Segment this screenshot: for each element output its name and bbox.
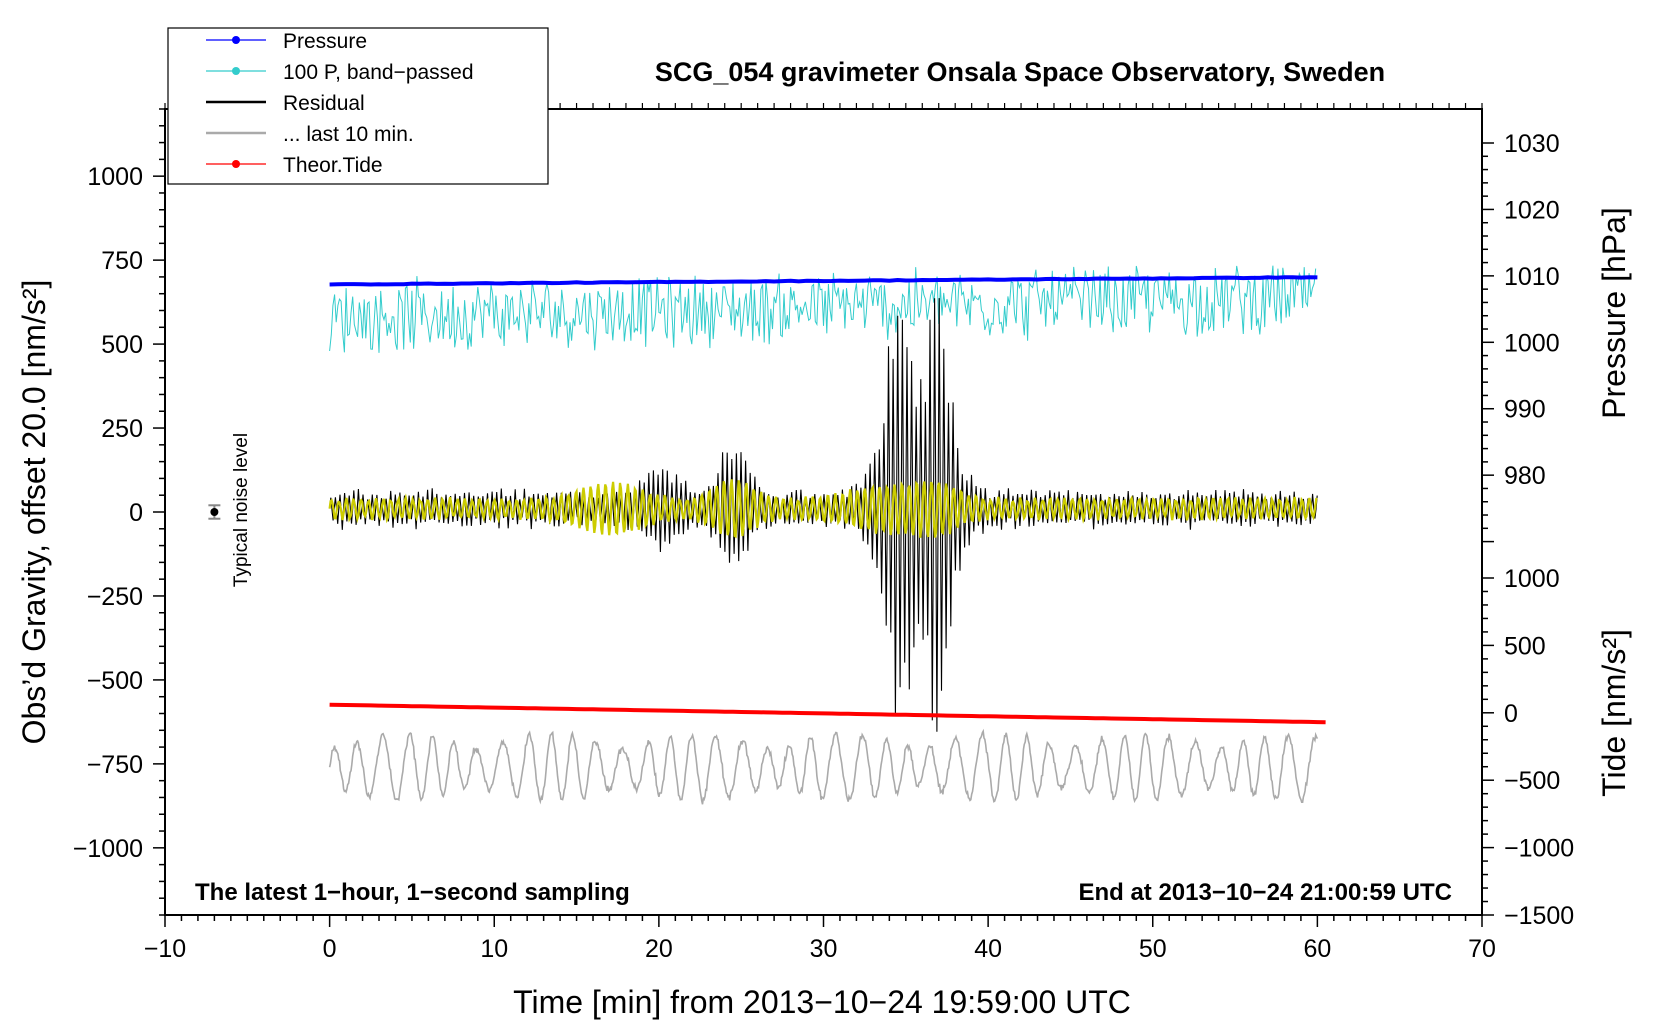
noise-label: Typical noise level xyxy=(231,433,252,587)
y-axis-label-pressure: Pressure [hPa] xyxy=(1596,207,1632,419)
y-tick-label-pressure: 990 xyxy=(1504,396,1546,424)
noise-marker: Typical noise level xyxy=(208,433,252,587)
x-axis-label: Time [min] from 2013−10−24 19:59:00 UTC xyxy=(513,984,1131,1020)
y-tick-label-pressure: 1030 xyxy=(1504,130,1560,158)
x-tick-label: 30 xyxy=(810,935,838,963)
y-tick-label-pressure: 1000 xyxy=(1504,329,1560,357)
chart-title: SCG_054 gravimeter Onsala Space Observat… xyxy=(655,57,1385,87)
legend-box xyxy=(167,27,549,185)
y-tick-label-left: 1000 xyxy=(87,163,143,191)
y-tick-label-pressure: 1010 xyxy=(1504,263,1560,291)
x-tick-label: −10 xyxy=(144,935,186,963)
y-axis-label-tide: Tide [nm/s²] xyxy=(1596,629,1632,797)
y-tick-label-tide: 500 xyxy=(1504,632,1546,660)
legend-label-residual: Residual xyxy=(283,92,365,115)
series-filtered-line xyxy=(328,479,1318,539)
x-tick-label: 70 xyxy=(1468,935,1496,963)
series-last10-line xyxy=(328,728,1319,805)
y-tick-label-pressure: 980 xyxy=(1504,462,1546,490)
y-tick-label-tide: −500 xyxy=(1504,767,1560,795)
y-tick-label-left: 500 xyxy=(101,331,143,359)
legend-marker-pressure xyxy=(232,36,240,44)
y-tick-label-tide: −1000 xyxy=(1504,835,1574,863)
sampling-note: The latest 1−hour, 1−second sampling xyxy=(195,879,630,906)
legend-marker-100-p-band-passed xyxy=(232,67,240,75)
y-tick-label-left: −1000 xyxy=(73,835,143,863)
y-tick-label-tide: 1000 xyxy=(1504,565,1560,593)
legend-label-last-10-min: ... last 10 min. xyxy=(283,123,414,146)
series-band-passed-line xyxy=(329,265,1317,353)
noise-dot xyxy=(210,508,219,516)
x-tick-label: 20 xyxy=(645,935,673,963)
y-tick-label-pressure: 1020 xyxy=(1504,196,1560,224)
y-tick-label-left: −500 xyxy=(87,667,143,695)
x-tick-label: 40 xyxy=(974,935,1002,963)
x-tick-label: 0 xyxy=(323,935,337,963)
series-layer xyxy=(328,265,1326,805)
legend-label-theor-tide: Theor.Tide xyxy=(283,154,383,177)
legend-label-pressure: Pressure xyxy=(283,30,367,53)
legend-label-100-p-band-passed: 100 P, band−passed xyxy=(283,61,474,84)
x-tick-label: 60 xyxy=(1303,935,1331,963)
y-tick-label-left: 750 xyxy=(101,247,143,275)
x-tick-label: 10 xyxy=(480,935,508,963)
y-tick-label-left: −750 xyxy=(87,751,143,779)
series-pressure-line xyxy=(329,275,1318,287)
end-time-note: End at 2013−10−24 21:00:59 UTC xyxy=(1078,879,1452,906)
y-tick-label-left: 250 xyxy=(101,415,143,443)
x-tick-label: 50 xyxy=(1139,935,1167,963)
y-tick-label-left: 0 xyxy=(129,499,143,527)
series-tide-line xyxy=(329,702,1326,725)
legend: Pressure 100 P, band−passed Residual ... la… xyxy=(167,27,549,185)
axis-tick-labels: −10 0 10 20 30 40 50 60 70−1000−750−500−25002505… xyxy=(73,130,1574,963)
y-axis-label-left: Obs’d Gravity, offset 20.0 [nm/s²] xyxy=(16,280,52,745)
y-tick-label-tide: −1500 xyxy=(1504,902,1574,930)
legend-marker-theor-tide xyxy=(232,160,240,168)
y-tick-label-tide: 0 xyxy=(1504,700,1518,728)
y-tick-label-left: −250 xyxy=(87,583,143,611)
